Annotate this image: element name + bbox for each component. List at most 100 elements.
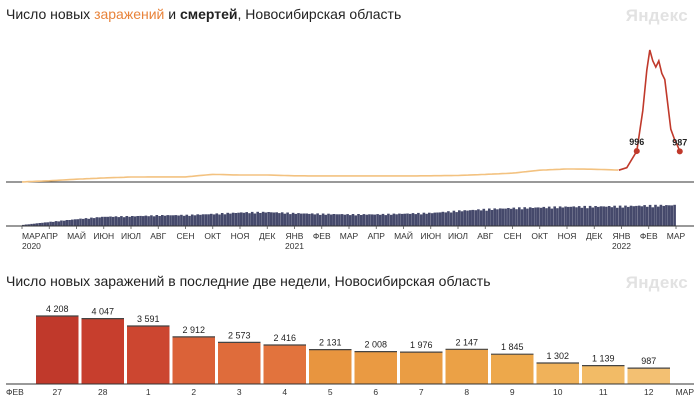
tests-bar (111, 216, 115, 226)
tests-bar (667, 205, 671, 226)
tests-bar (259, 213, 262, 226)
tests-bar (605, 206, 608, 226)
tests-bar (76, 219, 80, 226)
tests-bar (297, 213, 300, 226)
tests-bar (90, 217, 93, 226)
tests-bar (357, 214, 360, 226)
tests-bar (531, 208, 535, 226)
x-tick-label: НОЯ (558, 231, 577, 241)
tests-bar (82, 218, 85, 226)
x-category-label: 2 (191, 387, 196, 397)
tests-bar (163, 215, 167, 226)
tests-bar (158, 216, 161, 226)
tests-bar (613, 205, 616, 226)
tests-bar (35, 223, 39, 226)
tests-bar (400, 213, 404, 226)
tests-bar (120, 216, 123, 226)
tests-bar (526, 208, 529, 226)
tests-bar (332, 214, 336, 226)
tests-bar (161, 215, 164, 226)
tests-bar (365, 214, 368, 226)
tests-bar (101, 216, 104, 226)
tests-bar (169, 215, 172, 226)
tests-bar (139, 215, 142, 226)
tests-bar (414, 214, 417, 226)
tests-bar (128, 216, 131, 226)
tests-bar (373, 214, 377, 226)
x-tick-label: ФЕВ (640, 231, 658, 241)
tests-bar (22, 224, 25, 226)
annotation-987-dot (676, 148, 683, 155)
infections-surge-line (618, 49, 681, 171)
x-tick-label: ЯНВ (613, 231, 631, 241)
x-tick-label: МАЙ (394, 230, 413, 241)
tests-bar (466, 210, 469, 226)
x-start-label: ФЕВ (6, 387, 24, 397)
tests-bar (477, 209, 480, 226)
tests-bar (155, 215, 159, 226)
tests-bar (518, 207, 521, 226)
x-tick-label: МАР (340, 231, 359, 241)
tests-bar (166, 215, 169, 226)
x-category-label: 8 (464, 387, 469, 397)
tests-bar (231, 212, 235, 226)
tests-bar (32, 223, 36, 226)
tests-bar (144, 215, 148, 226)
tests-bar (30, 223, 33, 226)
tests-bar (215, 213, 219, 226)
bar-4 (263, 345, 306, 384)
tests-bar (182, 215, 186, 226)
yandex-logo: Яндекс (625, 6, 688, 25)
bar-27 (36, 316, 79, 384)
tests-bar (370, 214, 374, 226)
x-tick-label: НОЯ (231, 231, 250, 241)
tests-bar (190, 214, 194, 226)
tests-bar (586, 208, 589, 226)
tests-bar (27, 224, 30, 226)
tests-bar (408, 213, 412, 226)
title-suffix: , Новосибирская область (237, 6, 402, 22)
tests-bar (640, 206, 644, 226)
x-tick-label: СЕН (504, 231, 522, 241)
x-category-label: 6 (373, 387, 378, 397)
tests-bar (646, 206, 649, 226)
x-tick-label: МАР (22, 231, 41, 241)
bar-value-label: 2 912 (182, 325, 205, 335)
x-tick-label: АПР (368, 231, 386, 241)
tests-bar (515, 209, 518, 226)
tests-bar (387, 213, 390, 226)
tests-bar (354, 215, 357, 226)
tests-bar (335, 214, 338, 226)
tests-bar (493, 208, 496, 226)
tests-bar (147, 216, 150, 226)
tests-bar (452, 210, 456, 226)
tests-bar (485, 210, 488, 226)
x-category-label: 27 (53, 387, 63, 397)
tests-bar (24, 224, 28, 226)
tests-bar (280, 212, 284, 226)
tests-bar (575, 207, 578, 226)
tests-bar (87, 218, 90, 226)
tests-bar (542, 206, 546, 226)
tests-bar (550, 208, 554, 226)
x-tick-label: МАР (667, 231, 686, 241)
tests-bar (351, 214, 355, 226)
tests-bar (329, 214, 333, 226)
tests-bar (117, 217, 120, 226)
tests-bar (122, 217, 126, 226)
tests-bar (520, 209, 524, 226)
tests-bar (131, 216, 134, 226)
tests-bar (665, 205, 668, 226)
tests-bar (321, 213, 325, 226)
tests-bar (468, 210, 472, 226)
x-tick-label: АПР (41, 231, 59, 241)
x-tick-label: ДЕК (586, 231, 602, 241)
tests-bar (237, 212, 240, 226)
tests-bar (242, 212, 246, 226)
tests-bar (308, 213, 311, 226)
x-category-label: 1 (146, 387, 151, 397)
bar-2 (172, 336, 215, 384)
tests-bar (54, 221, 58, 226)
x-tick-label: ДЕК (259, 231, 275, 241)
